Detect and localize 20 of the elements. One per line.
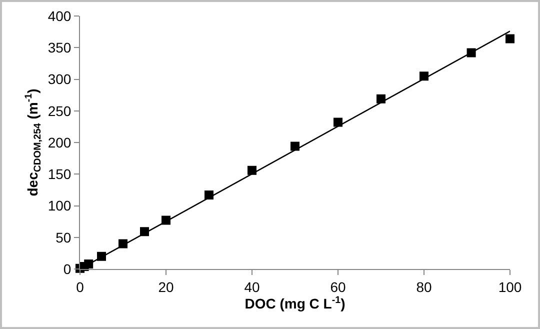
y-tick-label: 150 xyxy=(48,166,72,182)
point xyxy=(376,94,386,104)
point xyxy=(334,118,342,127)
y-tick-label: 300 xyxy=(48,71,72,88)
y-tick-label: 400 xyxy=(48,8,72,24)
x-tick-label: 100 xyxy=(498,278,522,295)
y-tick-label: 350 xyxy=(48,40,72,56)
y-tick-label: 0 xyxy=(63,260,72,277)
point xyxy=(506,34,514,44)
x-tick-label: 20 xyxy=(158,278,174,295)
y-tick-label: 250 xyxy=(48,102,72,119)
x-tick-label: 0 xyxy=(76,278,84,295)
y-tick-label: 50 xyxy=(56,229,72,246)
y-tick-label: 200 xyxy=(48,134,72,150)
x-tick-label: 80 xyxy=(416,278,432,295)
x-axis-title: DOC (mg C L$^{-1}$) xyxy=(244,294,346,312)
x-tick-label: 60 xyxy=(330,278,346,295)
point xyxy=(290,142,300,151)
x-tick-label: 40 xyxy=(244,278,260,295)
y-tick-label: 100 xyxy=(48,198,72,214)
